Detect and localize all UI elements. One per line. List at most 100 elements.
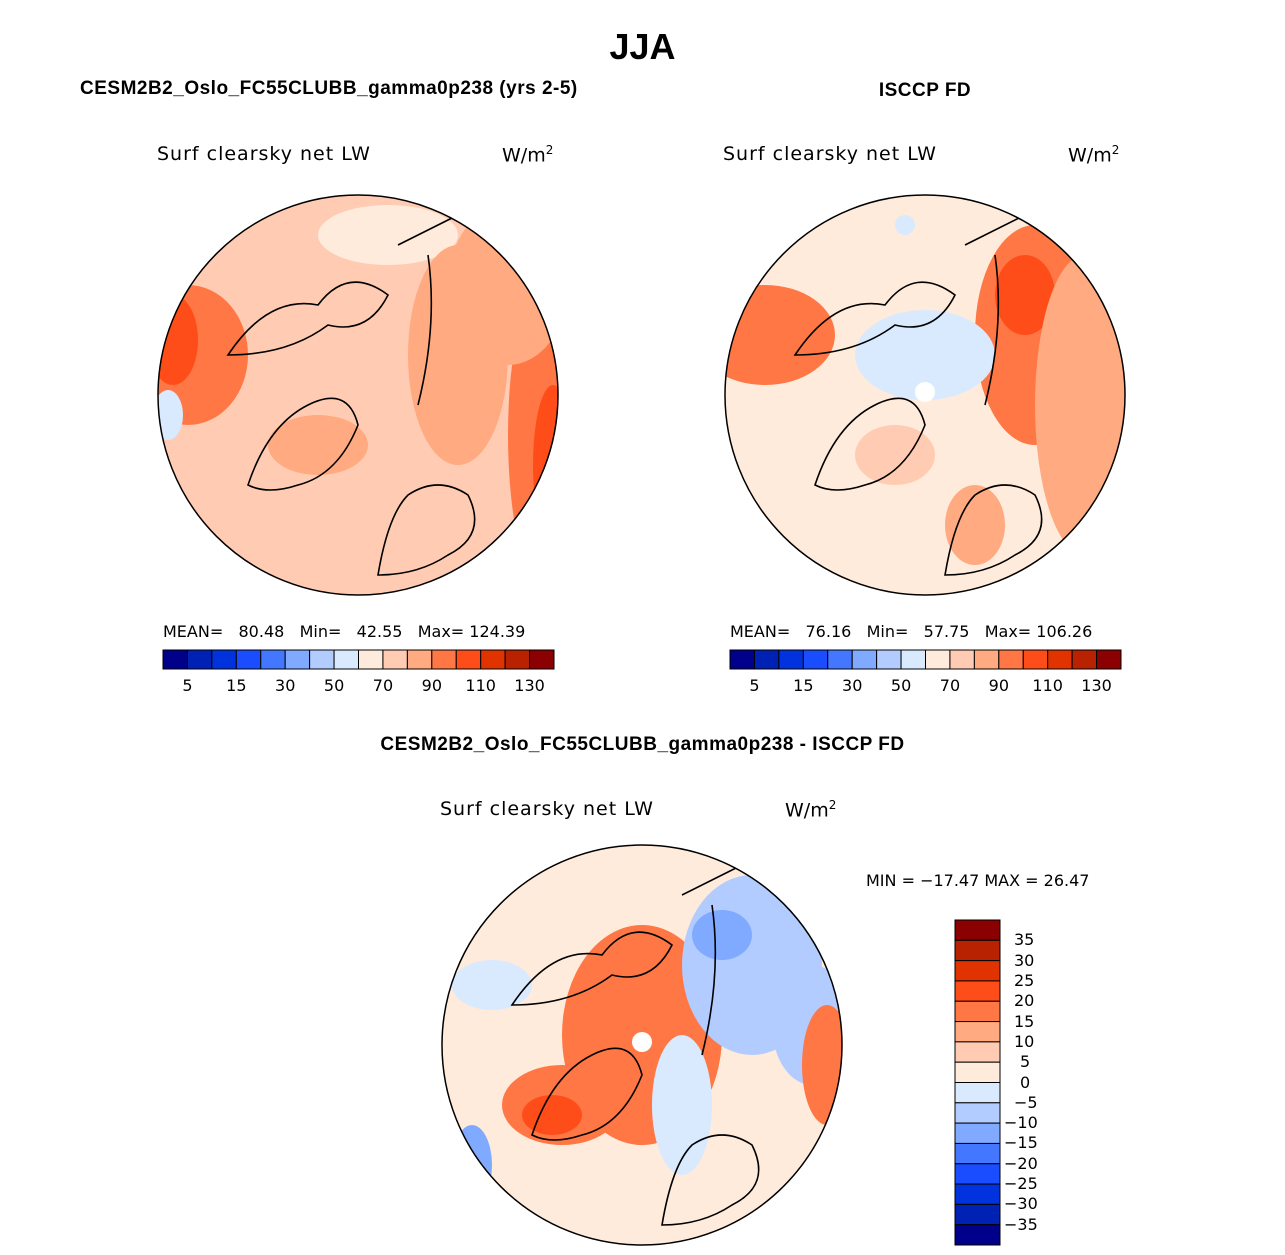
contour-region [652, 1035, 712, 1175]
diff-colorbar-tick-label: −20 [1004, 1153, 1038, 1173]
diff-colorbar-tick-label: 0 [1020, 1072, 1031, 1092]
diff-colorbar-box [954, 1102, 1001, 1124]
colorbar-tick-label: 15 [226, 676, 247, 695]
contour-region [895, 215, 915, 235]
pole-hole [632, 1032, 652, 1052]
colorbar-box-left [309, 649, 335, 670]
colorbar-tick-label: 90 [988, 676, 1009, 695]
colorbar-box-right [827, 649, 853, 670]
contour-region [1035, 255, 1125, 555]
diff-colorbar-box [954, 939, 1001, 962]
diff-colorbar-tick-label: 10 [1014, 1031, 1035, 1051]
coastline-europe [661, 1134, 760, 1226]
diff-colorbar-box [954, 1142, 1001, 1165]
colorbar-box-right [753, 649, 780, 670]
mean-label: MEAN= [163, 622, 224, 641]
units-text: W/m [785, 799, 829, 822]
colorbar-box-left [186, 649, 213, 670]
units-exponent: 2 [545, 143, 554, 157]
diff-colorbar-box [954, 1122, 1001, 1144]
diff-colorbar-tick-label: −10 [1004, 1113, 1038, 1133]
colorbar-box-right [925, 649, 951, 670]
colorbar-tick-label: 110 [465, 676, 496, 695]
coastline-europe [377, 484, 476, 576]
map-border [441, 844, 843, 1246]
diff-colorbar-box [954, 919, 1001, 941]
contour-region [318, 205, 458, 265]
colorbar-box-left [529, 649, 555, 670]
diff-colorbar-tick-label: −30 [1004, 1194, 1038, 1214]
colorbar-box-left [455, 649, 482, 670]
colorbar-box-left [382, 649, 408, 670]
min-value: 57.75 [923, 622, 970, 641]
diff-colorbar-tick-label: −35 [1004, 1214, 1038, 1234]
diff-variable-label: Surf clearsky net LW [440, 798, 654, 820]
right-variable-label: Surf clearsky net LW [723, 143, 937, 165]
colorbar-box-right [778, 649, 804, 670]
min-value: 42.55 [356, 622, 403, 641]
min-label: Min= [299, 622, 342, 641]
mean-value: 76.16 [805, 622, 852, 641]
colorbar-box-left [480, 649, 506, 670]
contour-region [533, 385, 558, 545]
diff-colorbar-tick-label: −5 [1014, 1092, 1038, 1112]
colorbar-tick-label: 90 [421, 676, 442, 695]
colorbar-box-right [1096, 649, 1122, 670]
colorbar-box-right [876, 649, 902, 670]
diff-colorbar-tick-label: 30 [1014, 950, 1035, 970]
colorbar-box-left [211, 649, 237, 670]
coastline-europe [944, 484, 1043, 576]
colorbar-box-right [1047, 649, 1073, 670]
pole-hole [915, 382, 935, 402]
colorbar-box-left [235, 649, 262, 670]
contour-region [855, 425, 935, 485]
colorbar-tick-label: 50 [890, 676, 912, 695]
contour-region [268, 415, 368, 475]
right-units-label: W/m2 [1068, 143, 1119, 166]
left-stats: MEAN= 80.48 Min= 42.55 Max= 124.39 [163, 622, 525, 641]
diff-colorbar-tick-label: 5 [1020, 1052, 1031, 1072]
colorbar-tick-label: 5 [749, 676, 760, 695]
units-exponent: 2 [828, 798, 837, 812]
contour-region [725, 285, 835, 385]
colorbar-tick-label: 30 [275, 676, 296, 695]
colorbar-box-left [284, 649, 311, 670]
units-text: W/m [1068, 144, 1112, 167]
diff-units-label: W/m2 [785, 798, 836, 821]
coastline-greenland [531, 1047, 643, 1141]
colorbar-box-left [431, 649, 457, 670]
colorbar-tick-label: 5 [182, 676, 193, 695]
colorbar-tick-label: 70 [372, 676, 394, 695]
colorbar-box-right [1071, 649, 1098, 670]
max-label: Max= [417, 622, 465, 641]
diff-colorbar-tick-label: −15 [1004, 1133, 1038, 1153]
contour-region [158, 295, 198, 385]
contour-region [855, 310, 995, 400]
diff-colorbar-box [954, 1203, 1001, 1226]
colorbar-tick-label: 130 [1081, 676, 1112, 695]
diff-colorbar-box [954, 1183, 1001, 1205]
diff-colorbar-box [954, 1021, 1001, 1043]
figure-title: JJA [609, 26, 676, 67]
diff-colorbar-box [954, 980, 1001, 1002]
colorbar-tick-label: 110 [1032, 676, 1063, 695]
colorbar-box-right [851, 649, 878, 670]
colorbar-tick-label: 15 [793, 676, 814, 695]
max-value: 106.26 [1036, 622, 1093, 641]
contour-region [692, 910, 752, 960]
contour-region [452, 960, 532, 1010]
colorbar-box-left [504, 649, 531, 670]
difference-heading: CESM2B2_Oslo_FC55CLUBB_gamma0p238 - ISCC… [380, 734, 905, 755]
max-value: 124.39 [469, 622, 526, 641]
coastline [226, 281, 390, 356]
diff-colorbar-tick-label: −25 [1004, 1174, 1038, 1194]
diff-colorbar-tick-label: 15 [1014, 1011, 1035, 1031]
colorbar-tick-label: 50 [323, 676, 345, 695]
contour-region [945, 485, 1005, 565]
colorbar-box-left [260, 649, 286, 670]
min-label: Min= [866, 622, 909, 641]
right-stats: MEAN= 76.16 Min= 57.75 Max= 106.26 [730, 622, 1092, 641]
map-border [724, 194, 1126, 596]
map-D [442, 845, 842, 1245]
